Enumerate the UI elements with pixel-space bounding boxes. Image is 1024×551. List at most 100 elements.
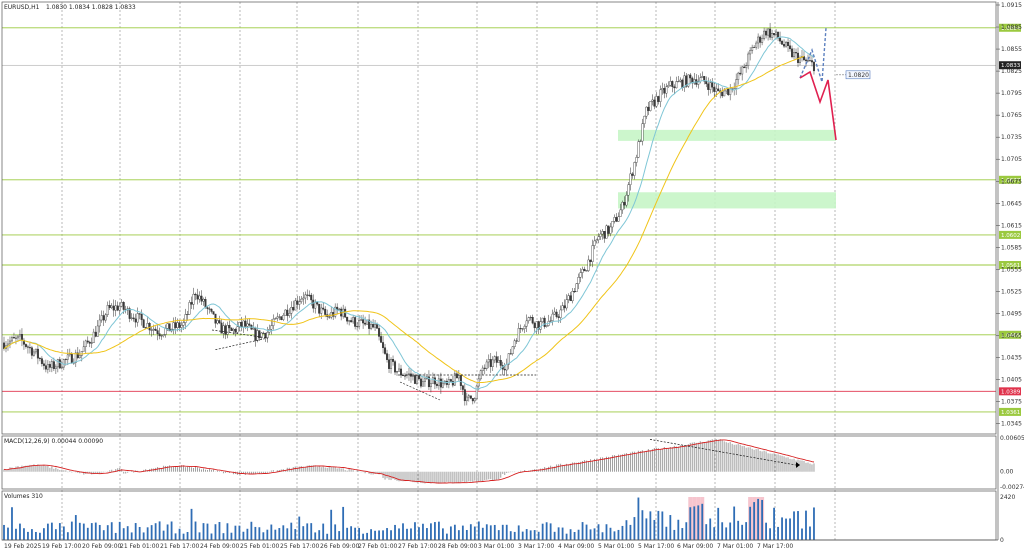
- macd-label: MACD(12,26,9) 0.00044 0.00090: [4, 438, 103, 445]
- candle-body-150: [302, 297, 305, 300]
- candle-body-178: [358, 320, 361, 327]
- candle-body-71: [144, 327, 147, 329]
- ma-slow-line: [3, 55, 805, 383]
- volume-bar-294: [589, 529, 592, 540]
- candle-body-126: [254, 328, 257, 341]
- volume-bar-132: [266, 529, 269, 540]
- candle-body-289: [579, 272, 582, 278]
- volume-bar-88: [178, 528, 181, 540]
- candle-body-271: [543, 317, 546, 327]
- candle-body-172: [346, 316, 349, 322]
- candle-body-404: [808, 60, 811, 62]
- volume-bar-222: [445, 533, 448, 540]
- candle-body-139: [280, 316, 283, 320]
- candle-body-44: [90, 342, 93, 344]
- candle-body-211: [423, 378, 426, 382]
- volume-bar-232: [465, 529, 468, 540]
- volume-bar-258: [517, 525, 520, 540]
- volume-bar-266: [533, 530, 536, 540]
- volume-bar-200: [402, 523, 404, 540]
- candle-body-8: [18, 334, 21, 337]
- candle-body-142: [286, 309, 289, 316]
- volume-bar-334: [669, 515, 672, 540]
- level-badge-1.0677: [999, 175, 1021, 184]
- range-bottom-line: [399, 381, 441, 401]
- candle-body-132: [266, 332, 269, 339]
- candle-body-231: [463, 389, 466, 402]
- volume-bar-84: [170, 521, 173, 540]
- candle-body-104: [210, 308, 213, 312]
- candle-body-329: [659, 89, 662, 102]
- volume-bar-102: [206, 523, 209, 540]
- level-badge-1.0466: [999, 330, 1021, 339]
- volume-bar-370: [741, 524, 744, 540]
- candle-body-256: [513, 340, 516, 347]
- support-zone-0: [618, 129, 836, 141]
- candle-body-163: [328, 316, 331, 318]
- volume-bar-284: [569, 529, 572, 540]
- volume-bar-238: [477, 521, 480, 540]
- candle-body-95: [192, 293, 195, 305]
- candle-body-327: [655, 96, 658, 107]
- candle-body-152: [306, 294, 309, 296]
- volume-bar-38: [78, 522, 81, 540]
- level-badge-1.0561: [999, 261, 1021, 270]
- candle-body-380: [761, 38, 764, 43]
- candle-body-64: [130, 317, 133, 319]
- volume-bar-90: [182, 533, 185, 540]
- volume-bar-14: [31, 529, 33, 540]
- candle-body-259: [519, 328, 522, 330]
- volume-bar-400: [801, 528, 803, 540]
- candle-body-119: [240, 321, 243, 328]
- volume-bar-146: [294, 529, 297, 540]
- candle-body-194: [390, 359, 393, 369]
- candle-body-174: [350, 320, 353, 323]
- candle-body-147: [296, 300, 299, 305]
- candle-body-246: [493, 356, 496, 361]
- candle-body-175: [352, 317, 355, 323]
- candle-body-391: [783, 44, 786, 47]
- volume-bar-366: [733, 506, 736, 540]
- candle-body-158: [318, 303, 321, 314]
- candle-body-145: [292, 307, 295, 311]
- volume-bar-212: [426, 528, 428, 540]
- candle-body-243: [487, 359, 490, 363]
- volume-bar-218: [438, 521, 440, 540]
- candle-body-21: [44, 365, 47, 370]
- candle-body-47: [96, 325, 99, 337]
- candle-body-121: [244, 320, 247, 327]
- candle-body-192: [386, 353, 389, 360]
- candle-body-110: [222, 325, 225, 334]
- volume-bar-186: [374, 530, 376, 540]
- level-badge-1.0361: [999, 407, 1021, 416]
- volume-bar-282: [565, 533, 568, 540]
- marker-price-text: 1.0820: [848, 72, 869, 79]
- candle-body-196: [394, 361, 397, 373]
- candle-body-242: [485, 361, 488, 369]
- y-tick-2: 1.0855: [1001, 46, 1022, 53]
- candle-body-392: [785, 41, 788, 47]
- candle-body-351: [703, 76, 706, 82]
- candle-body-235: [471, 398, 474, 402]
- candle-body-130: [262, 332, 265, 334]
- candle-body-60: [122, 302, 125, 310]
- volume-bar-388: [777, 526, 779, 540]
- candle-body-154: [310, 294, 313, 301]
- y-tick-15: 1.0465: [1001, 333, 1022, 340]
- volume-bar-18: [39, 532, 41, 540]
- volume-bar-398: [797, 511, 799, 540]
- candle-body-53: [108, 305, 111, 308]
- candle-body-74: [150, 329, 153, 331]
- volume-bar-134: [270, 524, 273, 540]
- candle-body-274: [549, 320, 552, 322]
- candle-body-24: [50, 361, 53, 368]
- candle-body-108: [218, 320, 221, 324]
- candle-body-301: [603, 231, 606, 239]
- candle-body-97: [196, 294, 199, 300]
- level-badge-text-1.0602: 1.0602: [1001, 233, 1020, 239]
- candle-body-149: [300, 298, 303, 302]
- candle-body-312: [625, 194, 628, 206]
- volume-bar-54: [110, 522, 113, 540]
- macd-tick-1: 0.00: [1000, 469, 1014, 476]
- volume-bar-36: [74, 515, 77, 540]
